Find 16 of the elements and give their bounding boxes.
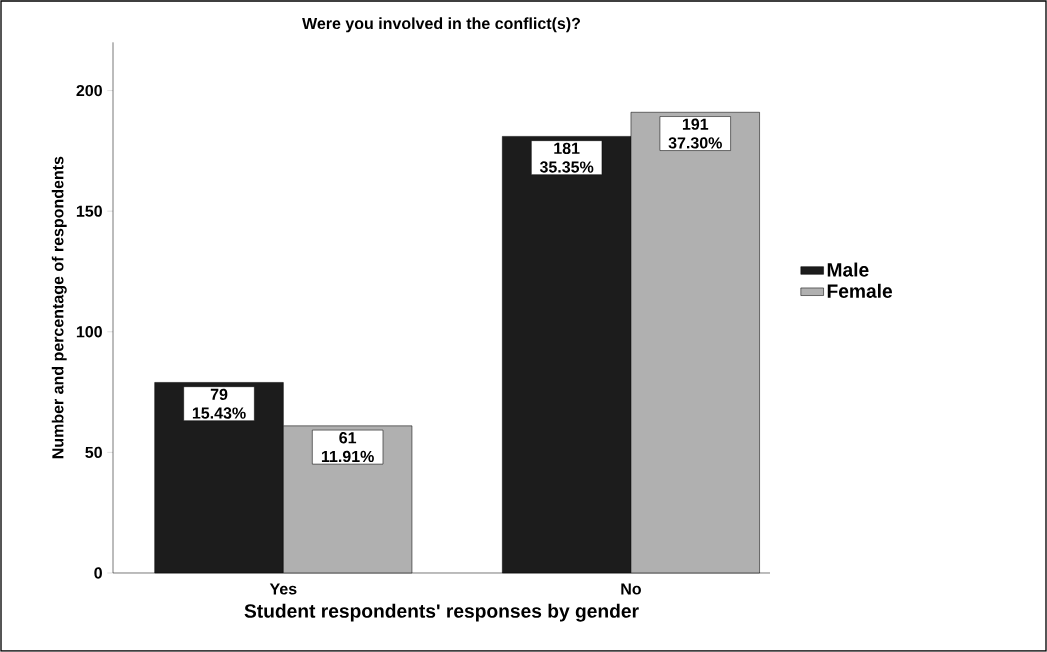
y-tick-label: 0 (94, 567, 102, 579)
y-tick-label: 50 (85, 446, 102, 459)
chart-title: Were you involved in the conflict(s)? (302, 17, 581, 33)
y-axis-title: Number and percentage of respondents (51, 156, 67, 459)
data-label: 181 35.35% (539, 142, 594, 173)
x-axis-title: Student respondents' responses by gender (244, 603, 639, 622)
y-tick-label: 200 (76, 84, 102, 97)
data-label: 191 37.30% (668, 118, 722, 149)
legend-label: Male (827, 262, 869, 277)
y-tick-label: 150 (76, 205, 102, 217)
y-tick-label: 100 (76, 326, 102, 338)
data-label: 79 15.43% (192, 388, 246, 419)
legend-label: Female (827, 283, 893, 298)
data-label: 61 11.91% (321, 432, 374, 463)
x-tick-label: No (621, 583, 641, 595)
x-tick-label: Yes (269, 583, 297, 595)
